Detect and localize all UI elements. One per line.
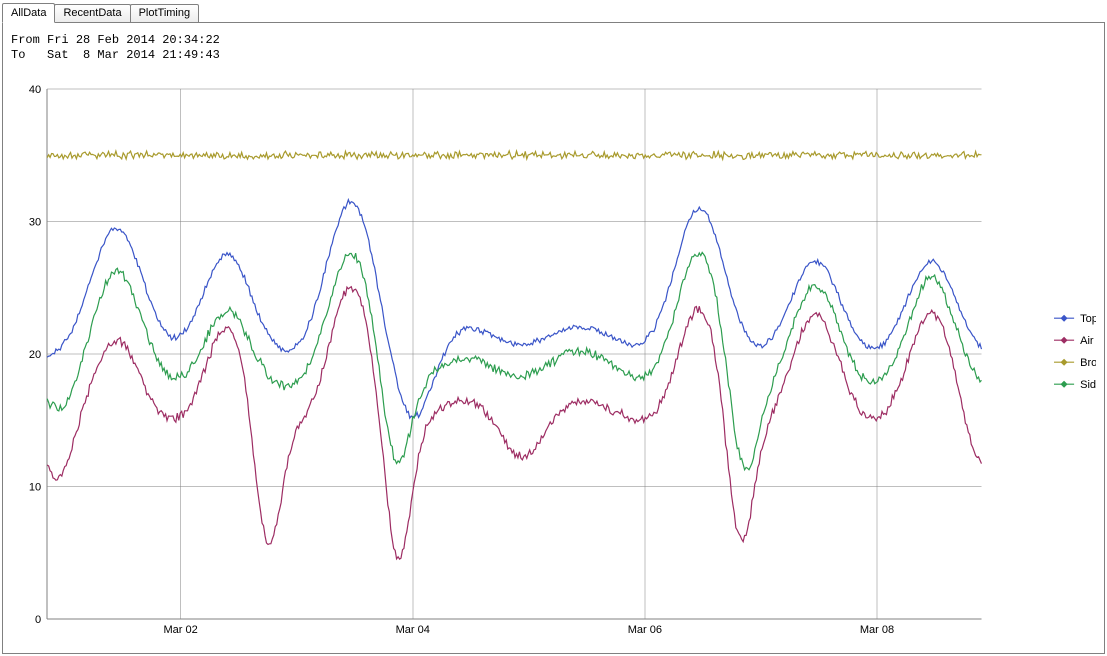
tab-panel-alldata: From Fri 28 Feb 2014 20:34:22 To Sat 8 M… — [2, 22, 1105, 654]
chart-area: 0 10 20 30 40 Mar 02 Mar 04 Mar 06 Mar 08 Top Air B… — [11, 83, 1096, 643]
tab-strip: AllData RecentData PlotTiming — [0, 0, 1107, 23]
svg-text:Mar 02: Mar 02 — [163, 624, 197, 636]
tab-label: PlotTiming — [139, 7, 191, 19]
tab-label: AllData — [11, 7, 46, 19]
svg-text:Mar 06: Mar 06 — [628, 624, 662, 636]
tab-recentdata[interactable]: RecentData — [54, 4, 130, 23]
svg-text:Top: Top — [1080, 313, 1096, 325]
svg-text:Air: Air — [1080, 335, 1094, 347]
to-value: Sat 8 Mar 2014 21:49:43 — [47, 48, 220, 62]
from-label: From — [11, 33, 40, 47]
tab-label: RecentData — [63, 7, 121, 19]
to-label: To — [11, 48, 25, 62]
svg-text:Side: Side — [1080, 379, 1096, 391]
app-window: { "tabs": { "items": [ { "label": "AllDa… — [0, 0, 1107, 656]
svg-text:Mar 04: Mar 04 — [396, 624, 430, 636]
tab-plottiming[interactable]: PlotTiming — [130, 4, 200, 23]
svg-text:10: 10 — [29, 482, 41, 494]
svg-text:30: 30 — [29, 217, 41, 229]
tab-alldata[interactable]: AllData — [2, 3, 55, 23]
from-value: Fri 28 Feb 2014 20:34:22 — [47, 33, 220, 47]
time-series-chart: 0 10 20 30 40 Mar 02 Mar 04 Mar 06 Mar 08 Top Air B… — [11, 83, 1096, 643]
svg-text:Mar 08: Mar 08 — [860, 624, 894, 636]
time-range-info: From Fri 28 Feb 2014 20:34:22 To Sat 8 M… — [11, 33, 220, 63]
svg-text:20: 20 — [29, 349, 41, 361]
svg-text:0: 0 — [35, 614, 41, 626]
svg-text:Brood: Brood — [1080, 357, 1096, 369]
svg-text:40: 40 — [29, 84, 41, 96]
